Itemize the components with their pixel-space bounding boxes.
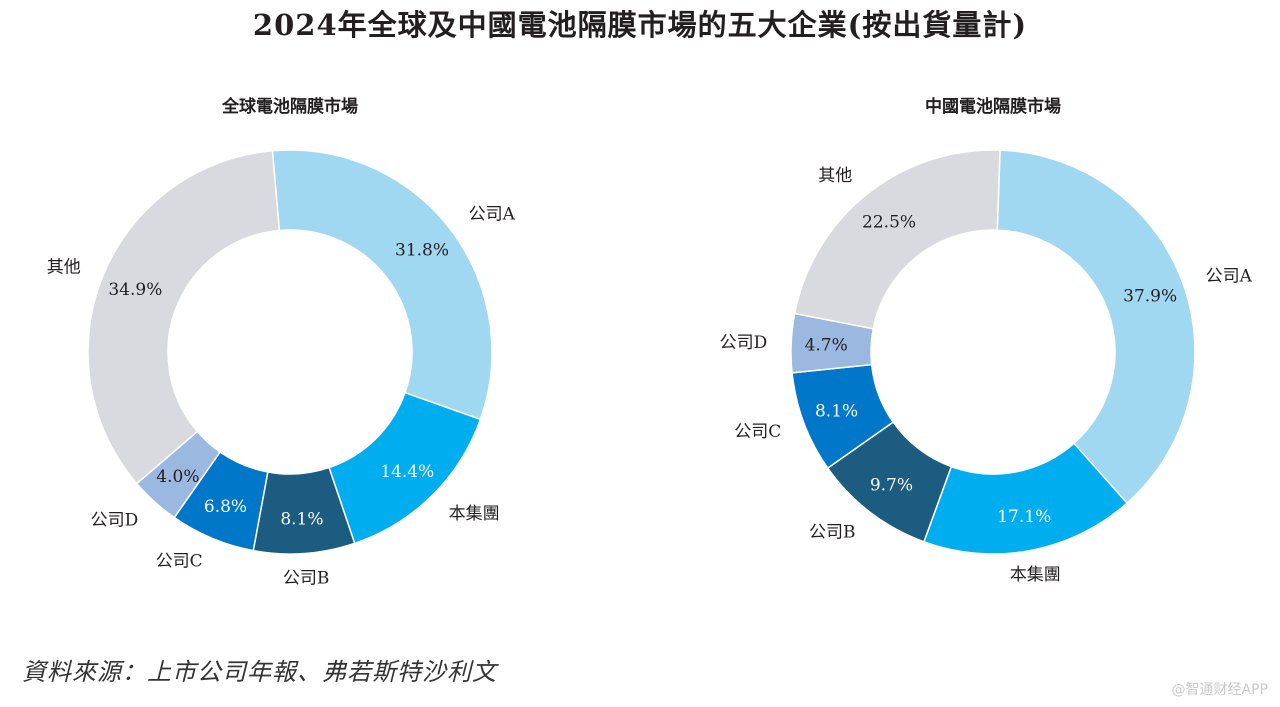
china-slice-others <box>793 149 1001 330</box>
global-value-label-company-d: 4.0% <box>156 467 199 487</box>
source-note: 資料來源：上市公司年報、弗若斯特沙利文 <box>22 658 497 686</box>
global-category-label-company-b: 公司B <box>283 568 330 588</box>
global-value-label-the-group: 14.4% <box>380 462 434 482</box>
china-donut-chart: 中國電池隔膜市場 37.9% 公司A 17.1% 本集團 9.7% 公司B 8.1% 公司C 4.… <box>720 96 1253 585</box>
china-value-label-others: 22.5% <box>862 212 916 232</box>
global-slice-others <box>87 149 281 485</box>
watermark: @智通财经APP <box>1171 682 1268 698</box>
global-category-label-others: 其他 <box>47 258 81 278</box>
page-title: 2024年全球及中國電池隔膜市場的五大企業(按出貨量計) <box>252 8 1028 42</box>
china-value-label-company-c: 8.1% <box>815 401 858 421</box>
global-value-label-company-a: 31.8% <box>395 241 449 261</box>
china-category-label-company-b: 公司B <box>809 522 856 542</box>
global-value-label-others: 34.9% <box>108 280 162 300</box>
china-category-label-company-d: 公司D <box>720 333 768 353</box>
china-value-label-company-b: 9.7% <box>870 476 913 496</box>
china-chart-title: 中國電池隔膜市場 <box>925 96 1061 117</box>
china-slice-company-a <box>996 149 1196 505</box>
global-value-label-company-b: 8.1% <box>280 510 323 530</box>
china-category-label-the-group: 本集團 <box>1010 565 1061 585</box>
global-slice-company-a <box>271 149 493 421</box>
china-category-label-company-a: 公司A <box>1206 267 1253 287</box>
global-category-label-company-d: 公司D <box>91 511 139 531</box>
global-category-label-company-c: 公司C <box>156 551 203 571</box>
china-category-label-company-c: 公司C <box>734 422 781 442</box>
china-value-label-company-d: 4.7% <box>805 336 848 356</box>
china-value-label-the-group: 17.1% <box>997 507 1051 527</box>
china-value-label-company-a: 37.9% <box>1123 286 1177 306</box>
global-value-label-company-c: 6.8% <box>204 497 247 517</box>
global-category-label-company-a: 公司A <box>469 205 516 225</box>
global-category-label-the-group: 本集團 <box>449 504 500 524</box>
china-category-label-others: 其他 <box>818 166 852 186</box>
global-chart-title: 全球電池隔膜市場 <box>221 96 358 117</box>
global-donut-chart: 全球電池隔膜市場 31.8% 公司A 14.4% 本集團 8.1% 公司B 6.8% 公司C 4.… <box>47 96 516 588</box>
